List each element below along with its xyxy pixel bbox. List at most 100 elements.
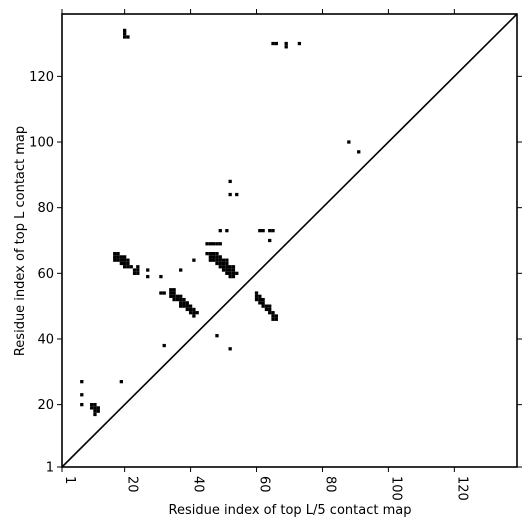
contact-cell [195,311,199,315]
contact-cell [218,258,222,262]
contact-cell [172,291,176,295]
contact-cell [119,261,123,266]
contact-cell [192,307,196,312]
contact-cell [268,307,272,312]
contact-cell [231,268,236,272]
x-tick-label: 40 [191,476,206,493]
contact-cell [208,258,213,262]
y-tick-label: 20 [37,398,54,413]
contact-cell [179,268,183,272]
contact-cell [169,291,173,295]
y-tick-label: 80 [37,201,54,216]
contact-cell [96,409,100,413]
contact-cell [218,229,222,233]
contact-cell [274,314,278,318]
contact-cell [172,288,176,292]
contact-cell [126,258,130,262]
contact-cell [146,274,150,279]
contact-cell [113,258,117,262]
contact-cell [188,311,193,315]
contact-cell [123,28,127,33]
contact-cell [235,192,239,197]
contact-cell [254,294,259,298]
contact-cell [261,229,265,233]
contact-cell [264,307,269,312]
contact-cell [169,288,173,292]
contact-cell [264,304,269,308]
contact-cell [146,268,150,272]
contact-cell [284,45,288,49]
contact-cell [215,261,219,266]
contact-cell [297,41,302,46]
contact-cell [175,297,180,302]
contact-cell [225,258,229,262]
contact-cell [192,314,196,318]
contact-cell [228,271,232,275]
contact-cell [225,268,229,272]
contact-cell [192,311,196,315]
contact-cell [123,255,127,259]
contact-cell [218,261,222,266]
contact-cell [205,242,209,246]
contact-cell [274,41,278,46]
contact-cell [228,265,232,269]
contact-cell [116,255,120,259]
y-tick-label: 120 [29,70,54,85]
contact-cell [93,402,97,407]
contact-cell [268,238,272,243]
contact-cell [231,271,236,275]
contact-cell [221,265,226,269]
contact-cell [212,258,216,262]
contact-cell [261,304,265,308]
contact-cell [231,265,236,269]
contact-cell [218,242,222,246]
contact-cell [268,304,272,308]
contact-cell [96,406,100,410]
contact-cell [126,261,130,266]
x-tick-label: 120 [454,476,469,501]
diagonal-line [61,13,518,468]
contact-cell [136,268,140,272]
contact-cell [188,307,193,312]
x-axis-ticks: 1 20 40 60 80 100 120 [61,9,469,501]
contact-cell [123,258,127,262]
y-tick-label: 60 [37,267,54,282]
contact-cell [159,291,163,295]
x-tick-label: 1 [62,476,77,484]
contact-cell [80,393,84,397]
contact-cell [271,311,275,315]
x-tick-label: 60 [257,476,272,493]
y-tick-label: 1 [46,461,54,476]
contact-cell [192,258,196,262]
contact-cell [113,251,117,256]
contact-cell [208,251,213,256]
contact-cell [182,301,186,305]
contact-cell [258,229,262,233]
contact-cell [254,291,259,295]
contact-cell [235,271,239,275]
contact-cell [268,229,272,233]
y-tick-label: 40 [37,332,54,347]
contact-cell [182,297,186,302]
contact-cell [347,140,351,144]
contact-cell [221,268,226,272]
contact-cell [231,274,236,279]
contact-cell [119,258,123,262]
contact-cell [175,294,180,298]
contact-cell [185,307,189,312]
contact-cell [116,258,120,262]
contact-cell [212,251,216,256]
contact-cell [116,251,120,256]
contact-cell [271,229,275,233]
contact-cell [215,334,219,338]
contact-cell [132,268,137,272]
contact-cell [113,255,117,259]
contact-cell [254,297,259,302]
contact-cell [218,265,222,269]
contact-cell [357,150,361,154]
contact-cell [126,265,130,269]
contact-cell [215,242,219,246]
contact-cell [162,343,166,348]
